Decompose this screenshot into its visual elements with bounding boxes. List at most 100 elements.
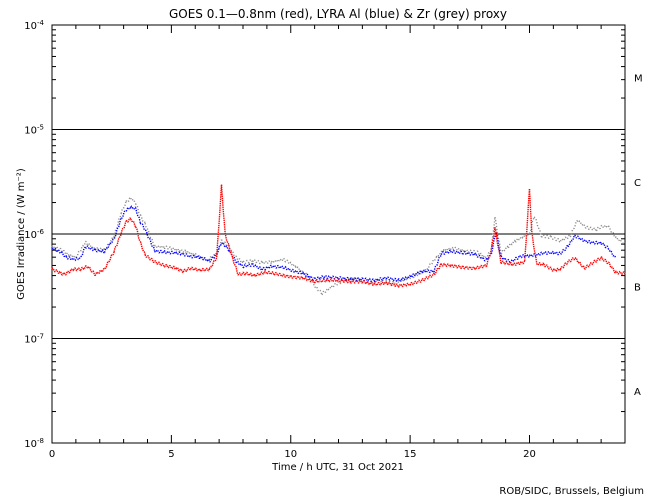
series-segment: [120, 201, 127, 214]
series-segment: [559, 234, 571, 242]
series-segment: [84, 240, 96, 251]
series-segment: [524, 188, 531, 261]
series-segment: [576, 220, 588, 229]
series-segment: [224, 232, 232, 255]
series-segment: [75, 241, 87, 258]
series-segment: [175, 251, 184, 256]
series-segment: [208, 256, 218, 269]
series-segment: [559, 262, 569, 270]
series-segment: [87, 266, 96, 277]
series-segment: [134, 207, 141, 224]
series-segment: [442, 246, 454, 252]
series-segment: [354, 276, 368, 285]
series-segment: [528, 216, 535, 235]
series-segment: [485, 249, 492, 267]
series-segment: [261, 260, 273, 265]
series-segment: [607, 248, 617, 259]
x-tick-label-10: 10: [284, 449, 297, 460]
series-segment: [130, 205, 136, 211]
series-segment: [531, 232, 538, 264]
series-segment: [199, 255, 211, 263]
series-segment: [254, 271, 266, 278]
series-segment: [228, 244, 236, 258]
series-segment: [144, 223, 155, 247]
series-segment: [94, 267, 105, 277]
series-segment: [474, 252, 487, 262]
series-segment: [80, 265, 88, 271]
series-segment: [230, 253, 239, 276]
series-segment: [390, 278, 404, 285]
series-segment: [373, 280, 387, 287]
series-segment: [593, 257, 602, 263]
series-segment: [473, 264, 487, 271]
series-segment: [337, 278, 352, 284]
series-segment: [63, 268, 75, 276]
series-segment: [104, 251, 115, 270]
series-segment: [294, 266, 308, 278]
series-segment: [283, 273, 292, 279]
series-segment: [486, 252, 492, 260]
series-segment: [189, 254, 201, 259]
series-segment: [435, 250, 445, 258]
series-segment: [283, 265, 292, 272]
series-segment: [244, 271, 256, 278]
series-segment: [175, 266, 184, 274]
series-segment: [607, 261, 616, 274]
series-segment: [175, 247, 187, 253]
series-segment: [494, 227, 502, 264]
series-segment: [323, 275, 339, 280]
series-segment: [216, 184, 223, 258]
series-segment: [154, 249, 165, 254]
series-segment: [614, 236, 626, 245]
series-segment: [433, 254, 442, 273]
series-segment: [121, 210, 127, 219]
series-segment: [263, 270, 275, 275]
series-segment: [397, 274, 411, 282]
series-segment: [326, 278, 339, 283]
series-segment: [485, 249, 492, 260]
series-segment: [409, 279, 423, 286]
series-segment: [500, 260, 514, 267]
series-segment: [273, 271, 284, 278]
series-segment: [125, 206, 132, 212]
series-segment: [583, 238, 593, 245]
series-segment: [507, 239, 516, 249]
series-segment: [120, 220, 127, 234]
series-segment: [361, 280, 375, 287]
y-tick-label-6: 10-6: [24, 228, 44, 241]
x-tick-label-15: 15: [404, 449, 417, 460]
series-segment: [543, 263, 554, 272]
series-segment: [130, 218, 137, 228]
series-segment: [302, 276, 316, 284]
series-segment: [56, 248, 63, 255]
flare-class-B: B: [634, 282, 641, 293]
y-axis-label: GOES Irradiance / (W m⁻²): [16, 168, 27, 300]
series-segment: [349, 279, 363, 284]
series-segment: [385, 276, 399, 283]
y-tick-label-4: 10-4: [24, 19, 44, 32]
series-segment: [600, 256, 609, 265]
series-segment: [130, 197, 137, 205]
series-segment: [509, 254, 521, 264]
series-segment: [490, 227, 496, 250]
series-segment: [104, 236, 115, 251]
x-axis-label: Time / h UTC, 31 Oct 2021: [271, 462, 404, 473]
series-segment: [220, 239, 229, 248]
series-segment: [607, 225, 616, 239]
series-segment: [600, 224, 609, 229]
series-segment: [94, 248, 105, 254]
series-segment: [450, 249, 464, 255]
series-segment: [512, 260, 526, 266]
series-segment: [409, 269, 423, 279]
series-segment: [560, 244, 569, 255]
y-tick-label-5: 10-5: [24, 124, 44, 137]
series-segment: [72, 256, 81, 262]
series-segment: [462, 250, 476, 257]
series-segment: [242, 258, 253, 265]
series-segment: [80, 246, 86, 258]
series-segment: [139, 241, 146, 255]
series-segment: [600, 242, 609, 249]
series-segment: [338, 275, 352, 281]
series-segment: [595, 225, 602, 232]
